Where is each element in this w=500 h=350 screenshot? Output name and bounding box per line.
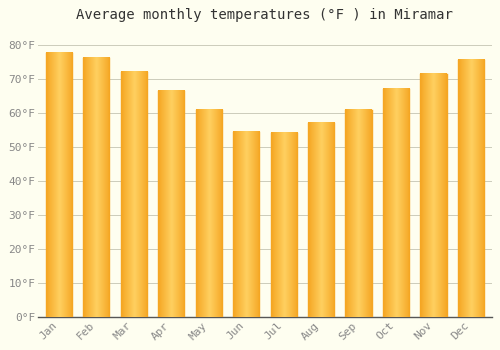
Title: Average monthly temperatures (°F ) in Miramar: Average monthly temperatures (°F ) in Mi…: [76, 8, 454, 22]
